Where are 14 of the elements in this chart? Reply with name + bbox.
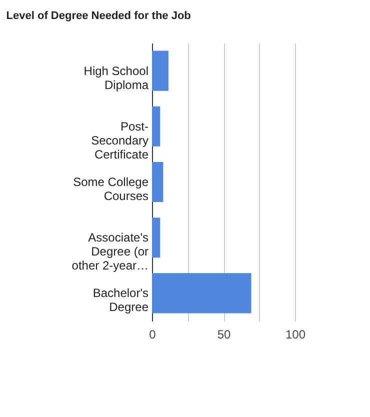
x-tick-label: 50: [217, 328, 231, 342]
bar: [152, 162, 164, 202]
bar: [152, 273, 252, 314]
x-tick-label: 0: [149, 328, 156, 342]
bar: [152, 50, 168, 91]
y-tick-label: Some College Courses: [73, 175, 149, 203]
bar: [152, 106, 160, 146]
bar: [152, 218, 160, 258]
y-tick-label: Post-Secondary Certificate: [91, 119, 149, 162]
x-tick-label: 100: [285, 328, 306, 342]
y-tick-label: Associate's Degree (or other 2-year…: [72, 230, 148, 273]
chart-title: Level of Degree Needed for the Job: [6, 10, 192, 22]
y-tick-label: High School Diploma: [84, 64, 149, 92]
y-tick-label: Bachelor's Degree: [92, 286, 149, 314]
